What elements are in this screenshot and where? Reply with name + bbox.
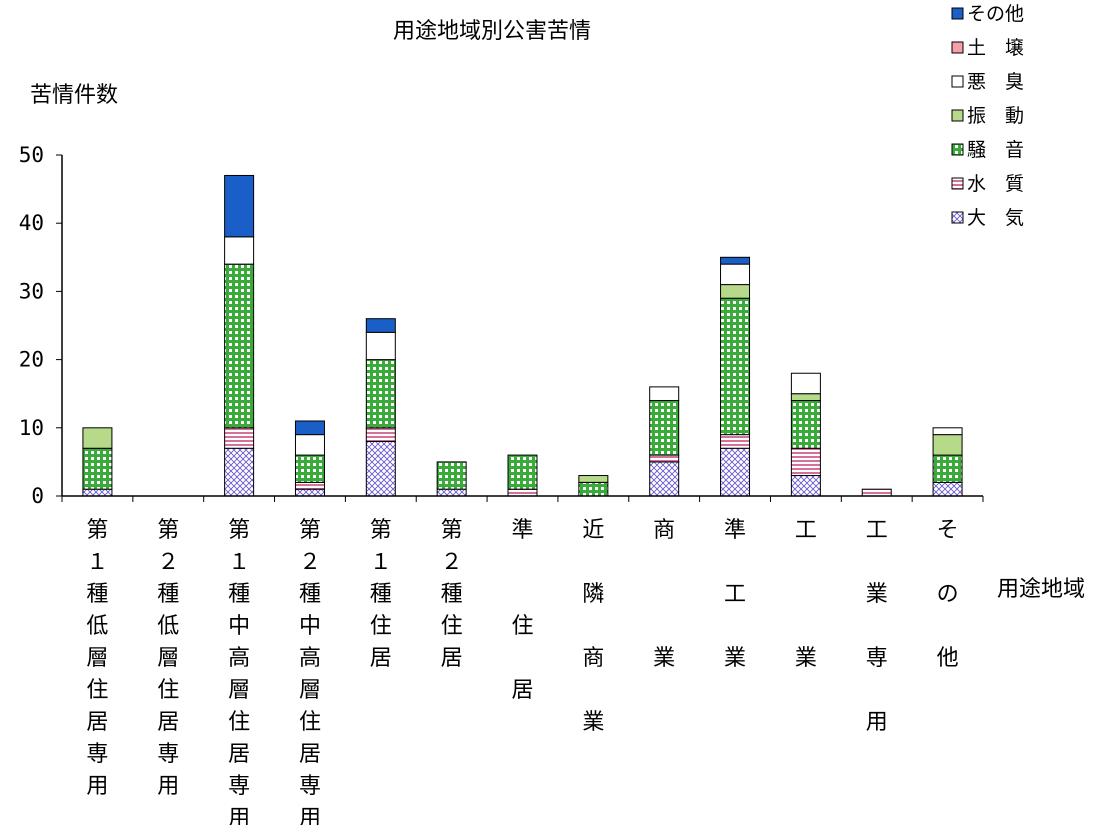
bar-segment-5-1 xyxy=(365,440,396,497)
bar-segment-7-2 xyxy=(507,488,538,497)
category-label-6: 第２種住居 xyxy=(441,518,463,671)
bar-segment-13-3 xyxy=(932,454,963,483)
bar-segment-3-2 xyxy=(224,427,255,449)
bar-segment-10-4 xyxy=(720,284,751,299)
y-tick-label-0: 0 xyxy=(31,484,44,508)
legend-swatch-1 xyxy=(951,7,964,20)
legend-swatch-7 xyxy=(951,211,964,224)
bar-segment-7-3 xyxy=(507,454,538,490)
bar-segment-5-2 xyxy=(365,427,396,442)
legend-swatch-2 xyxy=(951,41,964,54)
bar-segment-10-5 xyxy=(720,263,751,286)
legend-swatch-3 xyxy=(951,75,964,88)
bar-segment-6-3 xyxy=(436,461,467,490)
bar-segment-11-5 xyxy=(790,372,821,395)
category-label-1: 第１種低層住居専用 xyxy=(86,518,108,799)
bar-segment-4-3 xyxy=(294,454,325,483)
legend-swatch-4 xyxy=(951,109,964,122)
category-label-3: 第１種中高層住居専用 xyxy=(228,518,250,825)
bar-segment-12-2 xyxy=(861,488,892,497)
chart-title: 用途地域別公害苦情 xyxy=(393,19,591,44)
bar-segment-4-1 xyxy=(294,488,325,497)
bar-segment-11-1 xyxy=(790,475,821,497)
bar-segment-13-1 xyxy=(932,481,963,497)
bar-segment-10-7 xyxy=(720,256,751,265)
x-axis-label: 用途地域 xyxy=(997,577,1085,602)
bar-segment-11-4 xyxy=(790,393,821,402)
bar-segment-9-2 xyxy=(649,454,680,463)
bar-segment-11-2 xyxy=(790,447,821,477)
bar-segment-9-5 xyxy=(649,386,680,402)
bars-group xyxy=(82,174,963,497)
bar-segment-3-3 xyxy=(224,263,255,429)
category-labels: 第１種低層住居専用 第２種低層住居専用 第１種中高層住居専用 第２種中高層住居専用 第１… xyxy=(86,518,958,825)
category-label-5: 第１種住居 xyxy=(370,518,392,671)
legend-label-3: 悪 臭 xyxy=(967,71,1024,93)
bar-segment-1-4 xyxy=(82,427,113,449)
bar-segment-5-7 xyxy=(365,318,396,333)
bar-segment-5-5 xyxy=(365,331,396,361)
legend-label-5: 騒 音 xyxy=(967,139,1024,161)
legend-label-2: 土 壌 xyxy=(967,37,1024,59)
category-label-7: 準住居 xyxy=(511,518,533,703)
y-tick-label-30: 30 xyxy=(19,279,44,303)
bar-segment-4-7 xyxy=(294,420,325,436)
legend-label-7: 大 気 xyxy=(967,207,1024,229)
category-label-10: 準工業 xyxy=(724,518,746,671)
legend-label-6: 水 質 xyxy=(967,173,1024,195)
y-axis-ticks: 0 10 20 30 40 50 xyxy=(19,143,62,508)
y-tick-label-10: 10 xyxy=(19,416,44,440)
legend-swatch-6 xyxy=(951,177,964,190)
bar-segment-10-3 xyxy=(720,297,751,436)
y-tick-label-50: 50 xyxy=(19,143,44,167)
category-label-13: その他 xyxy=(937,518,959,671)
category-label-9: 商業 xyxy=(653,518,675,671)
bar-segment-4-5 xyxy=(294,434,325,456)
category-label-11: 工業 xyxy=(795,518,817,671)
bar-segment-8-4 xyxy=(578,475,609,483)
y-tick-label-40: 40 xyxy=(19,211,44,235)
bar-segment-6-1 xyxy=(436,488,467,497)
y-tick-label-20: 20 xyxy=(19,348,44,372)
bar-segment-9-3 xyxy=(649,400,680,456)
bar-segment-13-5 xyxy=(932,427,963,436)
category-label-8: 近隣商業 xyxy=(582,518,604,735)
bar-segment-4-2 xyxy=(294,481,325,490)
legend-label-4: 振 動 xyxy=(967,105,1024,127)
bar-segment-1-1 xyxy=(82,488,113,497)
bar-segment-11-3 xyxy=(790,400,821,449)
y-axis-label: 苦情件数 xyxy=(30,83,118,108)
category-label-2: 第２種低層住居専用 xyxy=(157,518,179,799)
category-label-12: 工業専用 xyxy=(866,518,888,735)
bar-segment-10-2 xyxy=(720,434,751,449)
bar-segment-9-1 xyxy=(649,461,680,497)
legend-swatch-5 xyxy=(951,143,964,156)
bar-segment-1-3 xyxy=(82,447,113,490)
bar-segment-13-4 xyxy=(932,434,963,456)
bar-segment-5-3 xyxy=(365,359,396,429)
axes xyxy=(61,155,984,502)
bar-segment-3-7 xyxy=(224,174,255,238)
bar-segment-8-3 xyxy=(578,481,609,497)
category-label-4: 第２種中高層住居専用 xyxy=(299,518,321,825)
legend-label-1: その他 xyxy=(967,3,1024,25)
bar-segment-3-5 xyxy=(224,236,255,265)
bar-segment-10-1 xyxy=(720,447,751,497)
bar-segment-3-1 xyxy=(224,447,255,497)
